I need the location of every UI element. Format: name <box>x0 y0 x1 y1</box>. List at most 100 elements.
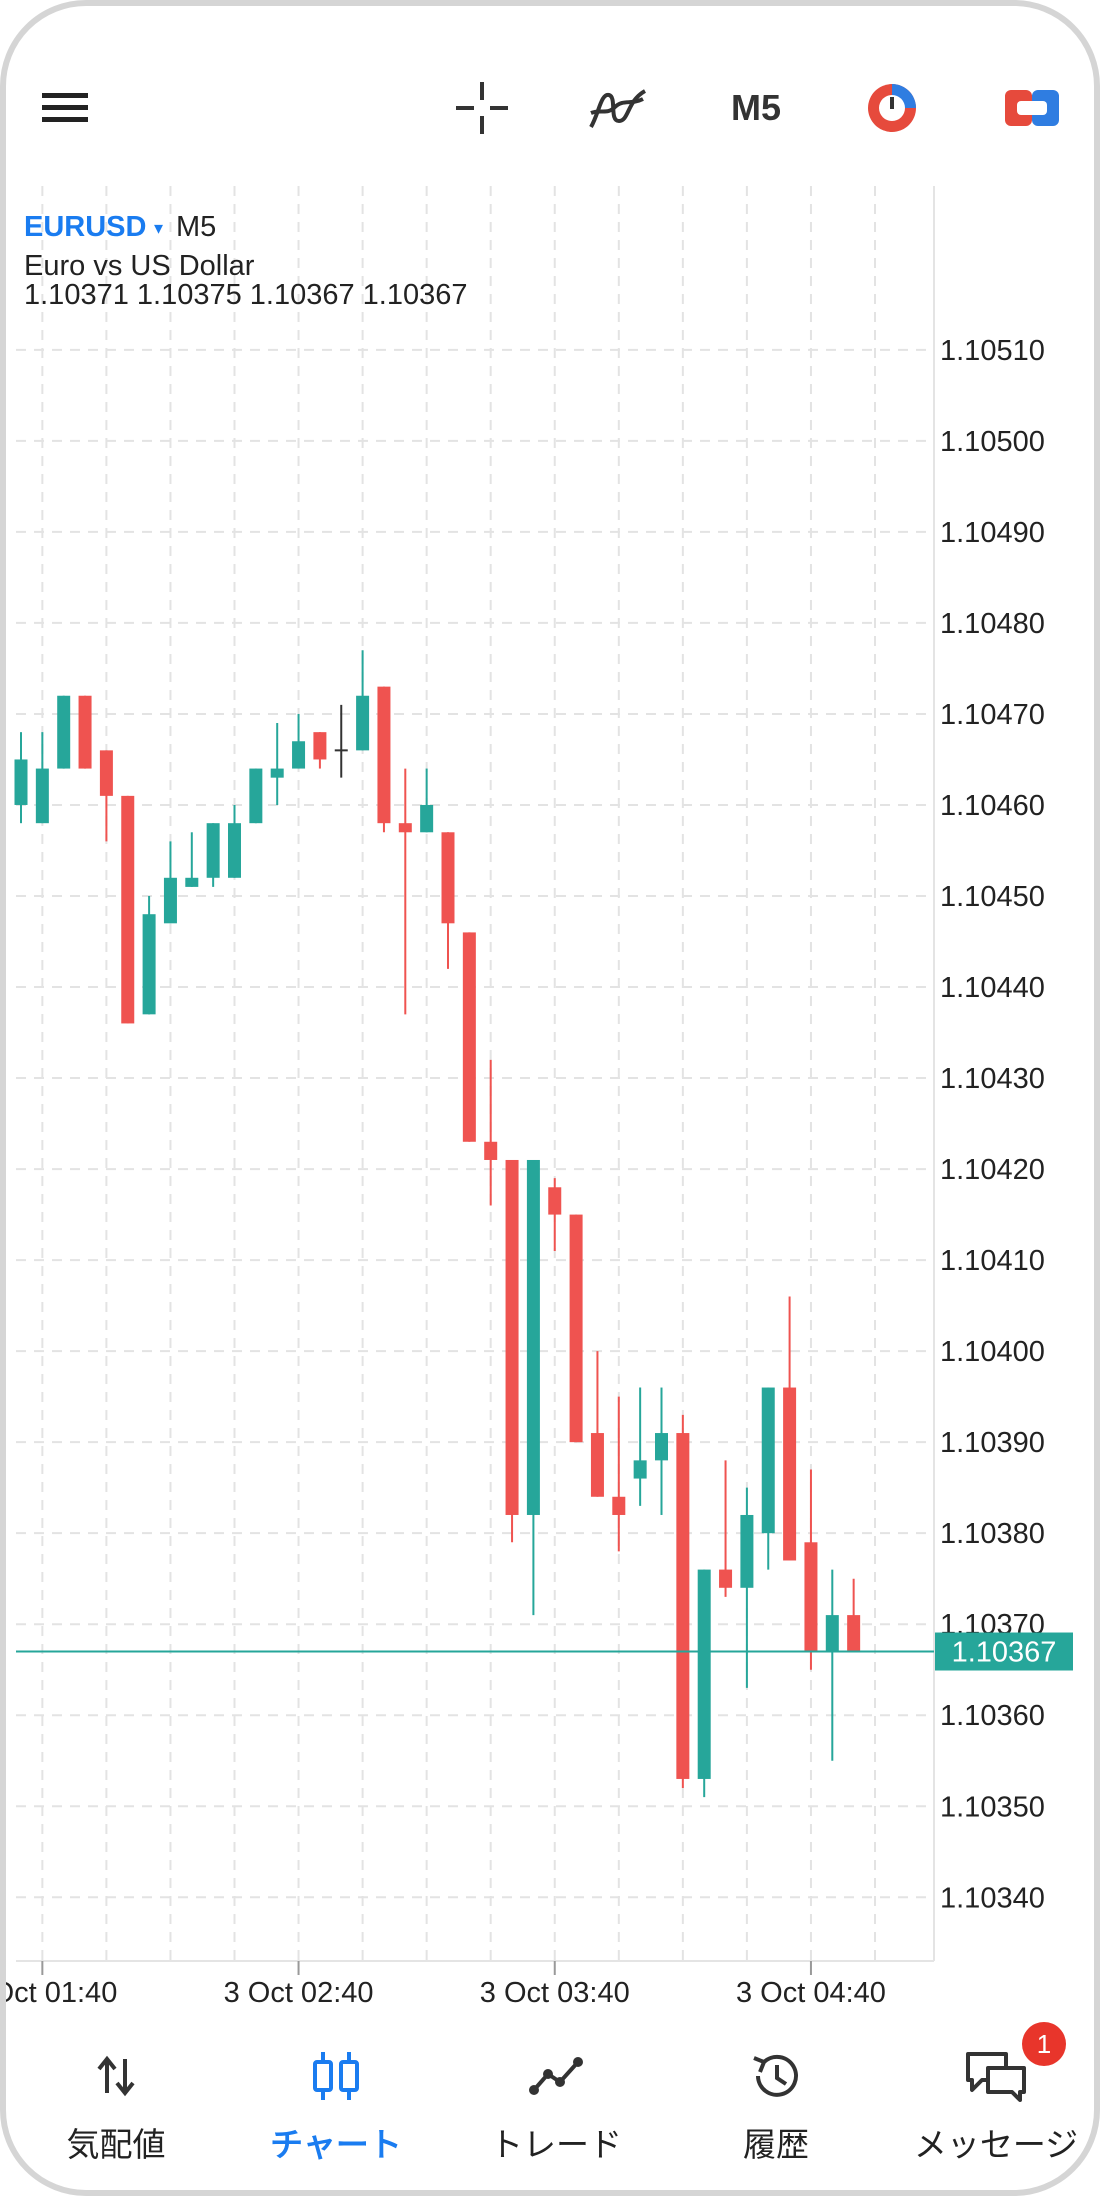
crosshair-icon <box>456 82 508 134</box>
candle <box>655 1387 668 1515</box>
candle-body <box>420 804 434 833</box>
candle <box>35 732 49 824</box>
nav-label-quotes: 気配値 <box>66 2125 166 2164</box>
messages-icon <box>964 2046 1028 2106</box>
candle-body <box>590 1433 604 1497</box>
nav-history[interactable]: 履歴 <box>666 2004 886 2190</box>
price-chart[interactable]: 1.10510 1.10500 1.10490 1.10480 1.10470 1.104… <box>6 186 1100 2009</box>
market-clock-icon <box>868 84 916 132</box>
candle-body <box>78 695 92 769</box>
candlestick-chart[interactable]: 1.10510 1.10500 1.10490 1.10480 1.10470 1.104… <box>6 186 1100 2009</box>
crosshair-button[interactable] <box>446 66 518 150</box>
market-clock-button[interactable] <box>856 66 928 150</box>
chart-candles-icon <box>312 2046 360 2106</box>
candle <box>548 1178 562 1251</box>
candle-body <box>847 1615 861 1652</box>
candle <box>57 695 71 769</box>
price-axis-label: 1.10450 <box>940 881 1045 913</box>
price-axis-label: 1.10380 <box>940 1518 1045 1550</box>
candle-body <box>14 759 28 805</box>
nav-label-trade: トレード <box>490 2125 622 2164</box>
candle-body <box>228 823 241 878</box>
candle-body <box>462 932 476 1142</box>
candle-body <box>356 695 370 751</box>
symbol-timeframe: M5 <box>176 211 216 243</box>
timeframe-button[interactable]: M5 <box>716 66 796 150</box>
candle <box>569 1214 583 1443</box>
current-price-label: 1.10367 <box>952 1637 1057 1669</box>
candle-body <box>313 732 327 760</box>
candle-body <box>783 1387 797 1561</box>
time-axis-label: 3 Oct 01:40 <box>6 1977 117 2006</box>
candle <box>676 1414 690 1789</box>
one-click-trading-button[interactable] <box>996 66 1068 150</box>
candle <box>313 732 327 769</box>
nav-messages[interactable]: 1 メッセージ <box>886 2004 1094 2190</box>
candle-body <box>719 1569 733 1588</box>
candle-body <box>142 914 156 1015</box>
candle <box>356 650 370 751</box>
indicator-icon <box>589 89 647 128</box>
quotes-arrows-icon <box>93 2046 139 2106</box>
symbol-dropdown-icon[interactable]: ▾ <box>154 218 163 238</box>
candle <box>228 804 241 878</box>
nav-label-history: 履歴 <box>743 2125 809 2164</box>
candle-body <box>655 1433 668 1461</box>
candle <box>612 1396 626 1552</box>
candle <box>783 1296 797 1561</box>
candle <box>185 832 199 887</box>
history-icon <box>748 2046 804 2106</box>
nav-chart[interactable]: チャート <box>226 2004 446 2190</box>
indicators-button[interactable] <box>582 66 654 150</box>
candle-body <box>185 877 199 887</box>
candle <box>270 723 284 805</box>
candle-body <box>612 1496 626 1515</box>
candle <box>334 704 348 778</box>
candle <box>462 932 476 1142</box>
candle-body <box>825 1615 839 1652</box>
nav-label-messages: メッセージ <box>913 2125 1079 2164</box>
menu-button[interactable] <box>30 66 102 150</box>
candle-body <box>121 795 135 1024</box>
candle <box>484 1059 498 1206</box>
candle-body <box>441 832 455 924</box>
candle-body <box>740 1514 754 1588</box>
price-axis-label: 1.10410 <box>940 1245 1045 1277</box>
nav-quotes[interactable]: 気配値 <box>6 2004 226 2190</box>
price-axis-label: 1.10390 <box>940 1427 1045 1459</box>
candle-body <box>249 768 263 824</box>
current-price-tag: 1.10367 <box>935 1632 1073 1671</box>
time-axis-label: 3 Oct 02:40 <box>224 1977 374 2006</box>
trade-line-icon <box>528 2046 584 2106</box>
price-axis-label: 1.10350 <box>940 1791 1045 1823</box>
candle <box>697 1569 711 1798</box>
candle <box>206 823 220 887</box>
price-axis-label: 1.10490 <box>940 517 1045 549</box>
candle-body <box>398 823 412 833</box>
price-axis-label: 1.10440 <box>940 972 1045 1004</box>
candle <box>398 768 412 1015</box>
nav-label-chart: チャート <box>270 2125 402 2164</box>
candle-body <box>163 877 177 924</box>
candle <box>121 795 135 1024</box>
candle <box>420 768 434 833</box>
time-axis-label: 3 Oct 03:40 <box>480 1977 630 2006</box>
price-axis-label: 1.10470 <box>940 699 1045 731</box>
candle <box>163 841 177 924</box>
symbol-name[interactable]: EURUSD <box>24 211 146 243</box>
candle-body <box>569 1214 583 1443</box>
price-axis-label: 1.10420 <box>940 1154 1045 1186</box>
nav-trade[interactable]: トレード <box>446 2004 666 2190</box>
price-axis-label: 1.10360 <box>940 1700 1045 1732</box>
candle <box>804 1469 818 1670</box>
candle-body <box>484 1141 498 1160</box>
candle-body <box>804 1542 818 1652</box>
symbol-description: Euro vs US Dollar <box>24 250 255 282</box>
price-axis-label: 1.10480 <box>940 608 1045 640</box>
candle <box>142 896 156 1015</box>
price-axis-label: 1.10400 <box>940 1336 1045 1368</box>
candle-body <box>270 768 284 778</box>
candle <box>761 1387 775 1570</box>
price-axis-label: 1.10340 <box>940 1882 1045 1914</box>
